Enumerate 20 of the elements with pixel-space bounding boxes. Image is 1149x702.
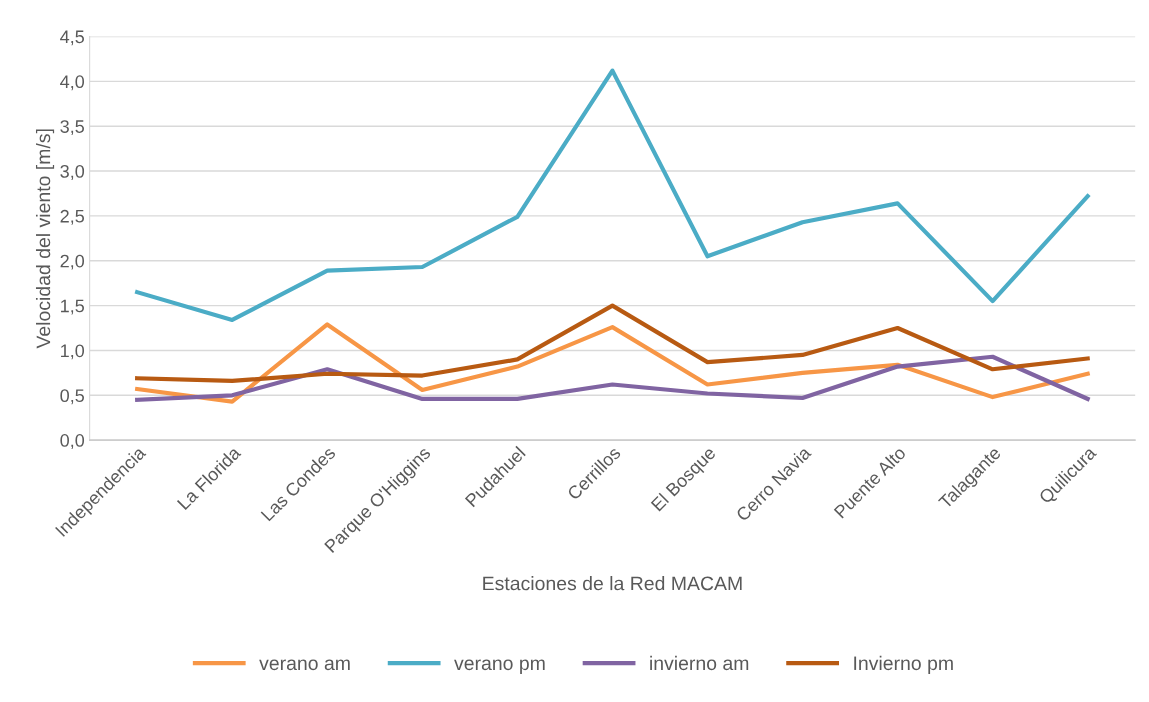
- x-axis-title: Estaciones de la Red MACAM: [483, 576, 742, 591]
- line-series: [135, 303, 1090, 384]
- line-series: [135, 322, 1090, 404]
- y-axis-title: Velocidad del viento [m/s]: [35, 129, 55, 349]
- y-tick-label: 3,5: [60, 120, 85, 136]
- legend-label: verano pm: [454, 659, 545, 674]
- y-tick-label: 1,5: [61, 299, 85, 315]
- line-series: [135, 354, 1090, 402]
- y-tick-label: 4,0: [60, 75, 85, 91]
- legend-label: invierno am: [650, 655, 749, 671]
- legend-label: Invierno pm: [854, 655, 953, 674]
- legend-label: verano am: [259, 659, 350, 671]
- y-tick-label: 2,0: [60, 254, 85, 270]
- y-tick-label: 0,0: [60, 434, 85, 450]
- y-tick-label: 2,5: [60, 209, 85, 225]
- y-tick-label: 3,0: [60, 164, 85, 180]
- y-tick-label: 0,5: [60, 389, 85, 405]
- y-tick-label: 1,0: [61, 344, 85, 360]
- y-tick-label: 4,5: [60, 30, 85, 46]
- line-series: [135, 68, 1090, 323]
